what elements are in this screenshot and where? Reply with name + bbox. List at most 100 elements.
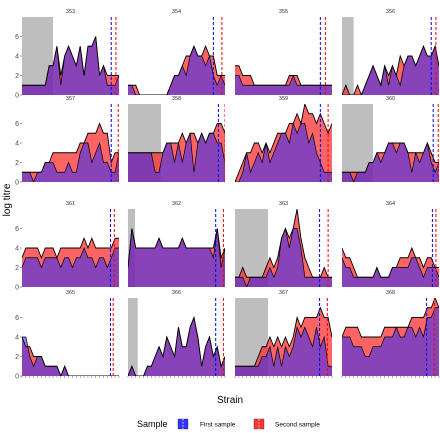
panel-plot <box>235 298 332 376</box>
y-tick-label: 4 <box>15 141 19 148</box>
y-tick-label: 2 <box>15 354 19 361</box>
panel-plot <box>22 17 119 95</box>
panel-title: 357 <box>66 96 75 102</box>
y-axis-title: log titre <box>2 183 13 216</box>
y-tick-label: 2 <box>15 265 19 272</box>
panel-plot <box>128 104 225 182</box>
panel-354: 354 <box>128 9 225 95</box>
panel-title: 353 <box>66 9 75 15</box>
panel-plot <box>342 209 439 287</box>
panel-367: 367 <box>235 290 332 376</box>
y-tick-label: 4 <box>15 246 19 253</box>
legend-label-first: First sample <box>200 422 236 429</box>
panel-title: 366 <box>172 290 181 296</box>
first-sample-area <box>128 46 225 95</box>
first-sample-area <box>22 143 119 182</box>
first-sample-line <box>128 228 225 268</box>
panel-plot <box>22 209 119 287</box>
first-sample-area <box>128 133 225 182</box>
first-sample-line <box>128 45 225 95</box>
first-sample-area <box>235 228 332 287</box>
panel-title: 361 <box>66 201 75 207</box>
panel-plot <box>22 298 119 376</box>
shaded-region <box>128 298 138 376</box>
first-sample-line <box>22 36 119 86</box>
first-sample-line <box>22 336 119 376</box>
panel-361: 361 0 2 4 6 <box>15 201 119 292</box>
panel-plot <box>128 209 225 287</box>
first-sample-area <box>128 228 225 287</box>
first-sample-line <box>235 227 332 287</box>
panel-title: 359 <box>279 96 288 102</box>
y-tick-label: 0 <box>15 93 19 100</box>
panel-365: 365 0 2 4 6 <box>15 290 119 381</box>
legend-title: Sample <box>137 419 168 429</box>
first-sample-area <box>342 307 439 376</box>
panel-plot <box>235 17 332 95</box>
y-tick-label: 6 <box>15 121 19 128</box>
panel-353: 353 0 2 4 6 <box>15 9 119 100</box>
y-tick-label: 4 <box>15 54 19 61</box>
x-axis-ticks <box>21 376 440 378</box>
panel-355: 355 <box>235 9 332 95</box>
first-sample-line <box>128 132 225 173</box>
legend-item-second: Second sample <box>253 418 320 430</box>
first-sample-line <box>342 307 439 357</box>
first-sample-line <box>342 141 439 182</box>
legend: Sample First sample Second sample <box>137 418 320 430</box>
second-sample-line <box>342 298 439 338</box>
y-tick-label: 6 <box>15 34 19 41</box>
panel-title: 355 <box>279 9 288 15</box>
panel-plot <box>235 209 332 287</box>
panel-title: 367 <box>279 290 288 296</box>
panel-356: 356 <box>342 9 439 95</box>
y-tick-label: 0 <box>15 374 19 381</box>
panel-366: 366 <box>128 290 225 376</box>
panel-title: 362 <box>172 201 181 207</box>
legend-label-second: Second sample <box>275 422 320 429</box>
x-axis-title: Strain <box>217 395 243 406</box>
panel-360: 360 <box>342 96 439 182</box>
panel-plot <box>22 104 119 182</box>
first-sample-line <box>342 257 439 279</box>
shaded-region <box>342 17 354 95</box>
panel-title: 356 <box>386 9 395 15</box>
first-sample-line <box>22 247 119 269</box>
panel-368: 368 <box>342 290 439 376</box>
y-tick-label: 2 <box>15 160 19 167</box>
y-tick-label: 2 <box>15 73 19 80</box>
second-sample-line <box>22 237 119 259</box>
first-sample-area <box>128 317 225 376</box>
panel-title: 365 <box>66 290 75 296</box>
panel-plot <box>342 104 439 182</box>
panel-title: 354 <box>172 9 181 15</box>
first-sample-line <box>235 74 332 86</box>
panel-title: 368 <box>386 290 395 296</box>
first-sample-line <box>235 326 332 367</box>
panel-362: 362 <box>128 201 225 287</box>
y-tick-label: 0 <box>15 285 19 292</box>
first-sample-area <box>342 143 439 182</box>
panel-title: 363 <box>279 201 288 207</box>
legend-item-first: First sample <box>177 418 236 430</box>
panel-plot <box>235 104 332 182</box>
first-sample-line <box>235 122 332 182</box>
panel-363: 363 <box>235 201 332 287</box>
panel-359: 359 <box>235 96 332 182</box>
first-sample-line <box>22 141 119 182</box>
y-tick-label: 0 <box>15 180 19 187</box>
panel-title: 360 <box>386 96 395 102</box>
panel-title: 364 <box>386 201 395 207</box>
y-tick-label: 6 <box>15 315 19 322</box>
panel-358: 358 <box>128 96 225 182</box>
panel-357: 357 0 2 4 6 <box>15 96 119 187</box>
panel-title: 358 <box>172 96 181 102</box>
first-sample-line <box>342 45 439 95</box>
y-tick-label: 6 <box>15 226 19 233</box>
y-tick-label: 4 <box>15 335 19 342</box>
panel-plot <box>342 298 439 376</box>
panel-plot <box>128 298 225 376</box>
panel-plot <box>342 17 439 95</box>
